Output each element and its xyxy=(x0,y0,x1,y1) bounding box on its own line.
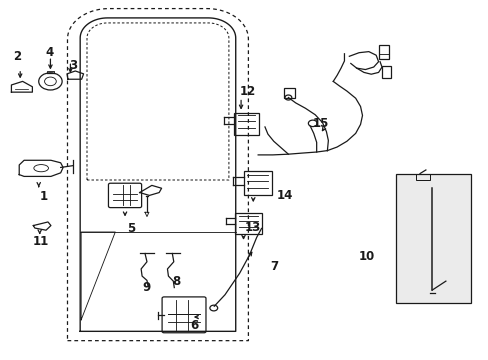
Text: 10: 10 xyxy=(358,249,374,262)
Bar xyxy=(233,113,259,135)
Text: 11: 11 xyxy=(33,235,49,248)
Text: 13: 13 xyxy=(244,221,261,234)
Text: 6: 6 xyxy=(190,319,199,332)
Text: 14: 14 xyxy=(276,189,292,202)
Text: 8: 8 xyxy=(172,275,180,288)
Text: 2: 2 xyxy=(13,50,21,63)
Text: 7: 7 xyxy=(270,260,278,273)
Bar xyxy=(395,174,470,303)
Text: 1: 1 xyxy=(40,190,47,203)
Bar xyxy=(234,213,261,234)
Text: 12: 12 xyxy=(239,85,256,98)
Text: 4: 4 xyxy=(45,46,54,59)
Bar xyxy=(284,88,295,98)
Text: 3: 3 xyxy=(69,59,77,72)
Bar xyxy=(378,45,388,59)
Bar xyxy=(243,171,271,195)
Text: 9: 9 xyxy=(142,281,151,294)
Bar xyxy=(415,174,429,180)
Text: 15: 15 xyxy=(312,117,328,130)
Bar xyxy=(381,66,390,78)
Text: 5: 5 xyxy=(127,222,135,235)
